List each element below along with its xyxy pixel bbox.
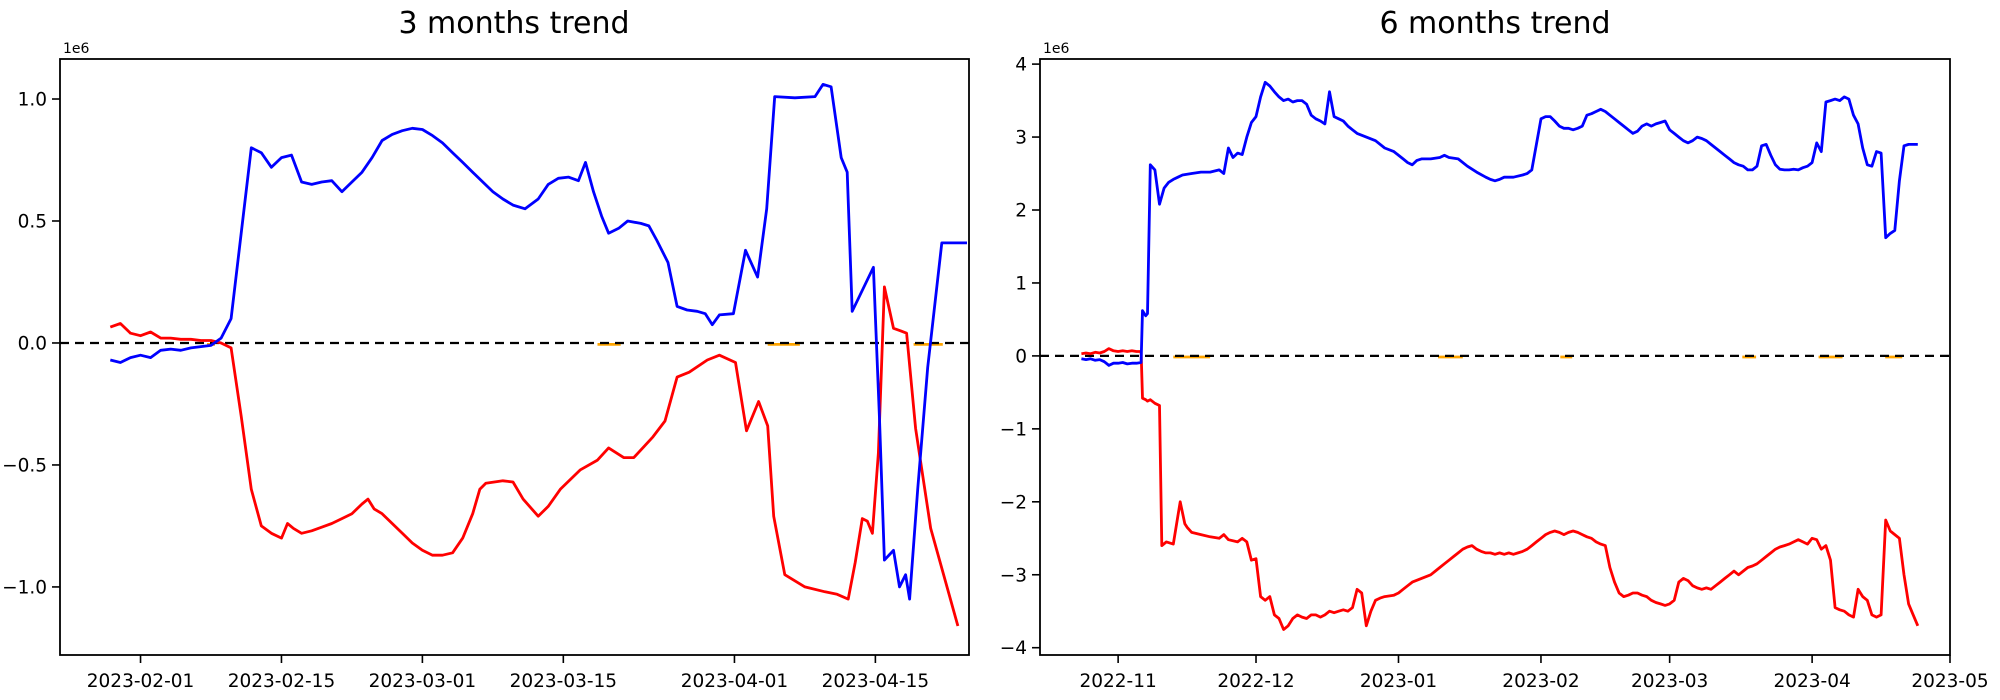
y-tick-label: −1.0 — [2, 577, 47, 598]
x-tick-label: 2023-02-15 — [228, 671, 336, 692]
negative-line — [109, 285, 960, 627]
y-tick-label: −1 — [1000, 419, 1027, 440]
x-tick-label: 2023-03-15 — [510, 671, 618, 692]
y-tick-label: 3 — [1015, 128, 1027, 149]
y-tick-label: 0 — [1015, 346, 1027, 367]
y-tick-label: 0.0 — [18, 333, 47, 354]
chart-3-months-trend: 2023-02-01 2023-02-15 2023-03-01 2023-03-15… — [2, 58, 970, 692]
axes-frame — [59, 58, 970, 656]
x-tick-label: 2023-03-01 — [369, 671, 477, 692]
negative-line — [1081, 347, 1920, 631]
chart-title-3-months: 3 months trend — [398, 6, 630, 41]
y-axis-offset-label-left: 1e6 — [63, 41, 90, 57]
chart-title-6-months: 6 months trend — [1379, 6, 1611, 41]
x-tick-label: 2023-05 — [1911, 671, 1988, 692]
y-tick-label: 2 — [1015, 201, 1027, 222]
x-tick-label: 2023-04-15 — [822, 671, 930, 692]
x-tick-label: 2023-02 — [1502, 671, 1579, 692]
x-tick-label: 2022-12 — [1217, 671, 1294, 692]
x-tick-label: 2023-02-01 — [87, 671, 195, 692]
y-tick-label: 4 — [1015, 55, 1027, 76]
x-tick-label: 2023-01 — [1360, 671, 1437, 692]
y-tick-label: −0.5 — [2, 455, 47, 476]
x-tick-label: 2022-11 — [1079, 671, 1156, 692]
chart-6-months-trend: 2022-11 2022-12 2023-01 2023-02 2023-03 2023-… — [1000, 55, 1989, 692]
positive-line — [109, 83, 967, 601]
positive-line — [1081, 80, 1918, 367]
x-tick-label: 2023-03 — [1631, 671, 1708, 692]
axes-frame — [1039, 58, 1951, 656]
y-tick-label: −4 — [1000, 638, 1027, 659]
x-tick-label: 2023-04 — [1773, 671, 1850, 692]
y-axis-offset-label-right: 1e6 — [1043, 41, 1070, 57]
y-tick-label: 1 — [1015, 273, 1027, 294]
y-tick-label: 0.5 — [18, 211, 47, 232]
y-tick-label: 1.0 — [18, 90, 47, 111]
x-tick-label: 2023-04-01 — [681, 671, 789, 692]
y-tick-label: −2 — [1000, 492, 1027, 513]
y-tick-label: −3 — [1000, 565, 1027, 586]
